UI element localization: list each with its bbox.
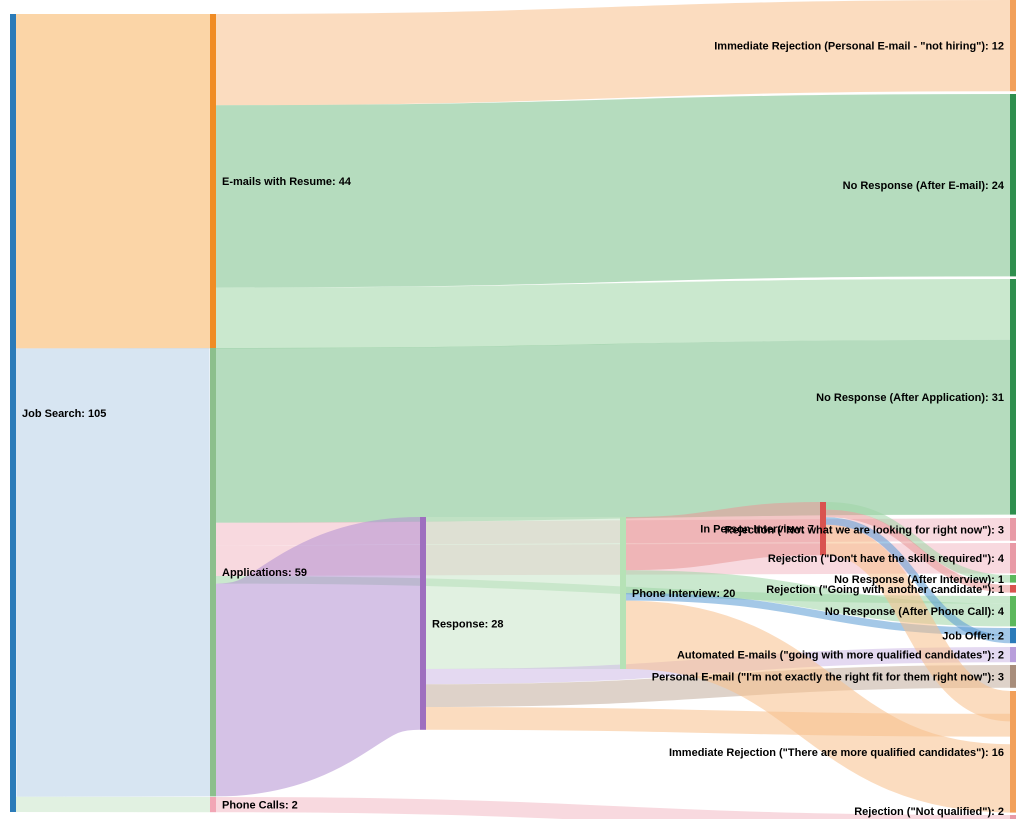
node-label: Immediate Rejection ("There are more qua… — [669, 747, 1004, 759]
node-label: Rejection ("Not qualified"): 2 — [854, 806, 1004, 818]
sankey-node — [1010, 596, 1016, 626]
node-label: Phone Calls: 2 — [222, 800, 298, 812]
node-label: E-mails with Resume: 44 — [222, 176, 352, 188]
sankey-chart: Job Search: 105 E-mails with Resume: 44 Ap… — [0, 0, 1024, 819]
sankey-node — [620, 517, 626, 669]
sankey-link — [216, 309, 1010, 318]
sankey-link — [426, 718, 1010, 725]
node-label: Personal E-mail ("I'm not exactly the ri… — [652, 671, 1004, 683]
node-label: Job Offer: 2 — [942, 631, 1004, 643]
node-label: Rejection ("Going with another candidate… — [766, 584, 1004, 596]
node-label: Rejection ("Not what we are looking for … — [725, 524, 1004, 536]
node-label: Applications: 59 — [222, 567, 307, 579]
node-label: Rejection ("Don't have the skills requir… — [768, 553, 1005, 565]
sankey-node — [1010, 518, 1016, 541]
sankey-node — [1010, 815, 1016, 819]
sankey-link — [216, 427, 1010, 435]
sankey-node — [420, 517, 426, 730]
sankey-node — [210, 348, 216, 796]
sankey-node — [1010, 94, 1016, 276]
sankey-link — [216, 623, 420, 690]
node-label: Response: 28 — [432, 618, 504, 630]
node-label: No Response (After E-mail): 24 — [843, 180, 1005, 192]
sankey-links — [16, 46, 1010, 819]
node-label: Immediate Rejection (Personal E-mail - "… — [714, 41, 1004, 53]
sankey-node — [210, 14, 216, 348]
node-label: Automated E-mails ("going with more qual… — [677, 650, 1004, 662]
node-label: Job Search: 105 — [22, 408, 106, 420]
sankey-node — [210, 797, 216, 812]
sankey-node — [1010, 0, 1016, 91]
sankey-node — [1010, 691, 1016, 813]
sankey-node — [1010, 575, 1016, 583]
sankey-node — [1010, 628, 1016, 643]
node-label: Phone Interview: 20 — [632, 588, 735, 600]
sankey-node — [10, 14, 16, 812]
node-label: No Response (After Phone Call): 4 — [825, 606, 1005, 618]
node-label: No Response (After Application): 31 — [816, 392, 1004, 404]
sankey-node — [1010, 647, 1016, 662]
sankey-node — [1010, 279, 1016, 515]
sankey-node — [1010, 665, 1016, 688]
sankey-node — [1010, 585, 1016, 593]
sankey-node — [1010, 543, 1016, 573]
